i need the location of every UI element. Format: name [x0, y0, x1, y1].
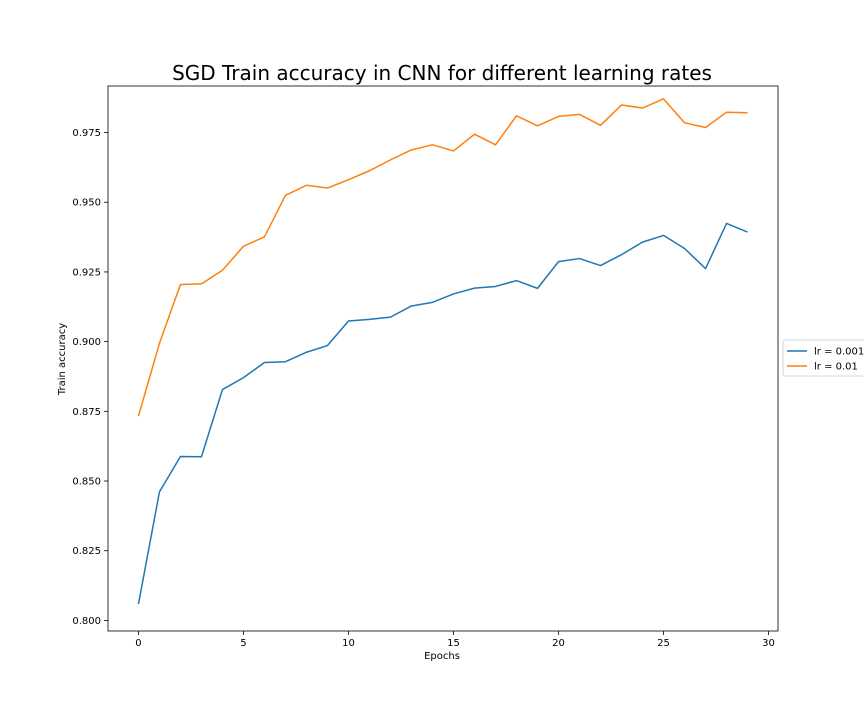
x-tick-label: 15: [447, 638, 460, 649]
series-line-1: [137, 222, 748, 605]
y-tick-label: 0.825: [72, 546, 101, 557]
y-axis-label: Train accuracy: [57, 323, 68, 396]
y-tick-label: 0.875: [72, 407, 101, 418]
y-tick-label: 0.950: [72, 198, 101, 209]
y-tick-label: 0.800: [72, 616, 101, 627]
x-tick-label: 5: [240, 638, 246, 649]
chart-title: SGD Train accuracy in CNN for different …: [172, 61, 712, 85]
y-tick-label: 0.850: [72, 477, 101, 488]
y-tick-label: 0.900: [72, 337, 101, 348]
legend-label-1: lr = 0.001: [814, 347, 864, 358]
legend: lr = 0.001 lr = 0.01: [782, 339, 864, 377]
series-line-2: [137, 98, 748, 417]
x-tick-label: 20: [552, 638, 565, 649]
x-tick-label: 30: [762, 638, 775, 649]
legend-label-2: lr = 0.01: [814, 362, 858, 373]
x-tick-label: 25: [657, 638, 670, 649]
y-tick-label: 0.975: [72, 128, 101, 139]
x-tick-label: 0: [135, 638, 141, 649]
plot-area: 0 5 10 15 20 25 30 0.800 0.825 0.850 0.875 0.900 0.9…: [72, 85, 779, 649]
legend-box: [782, 339, 864, 377]
axes-frame: [107, 85, 779, 632]
y-tick-label: 0.925: [72, 267, 101, 278]
x-axis-label: Epochs: [424, 651, 460, 662]
x-tick-label: 10: [342, 638, 355, 649]
